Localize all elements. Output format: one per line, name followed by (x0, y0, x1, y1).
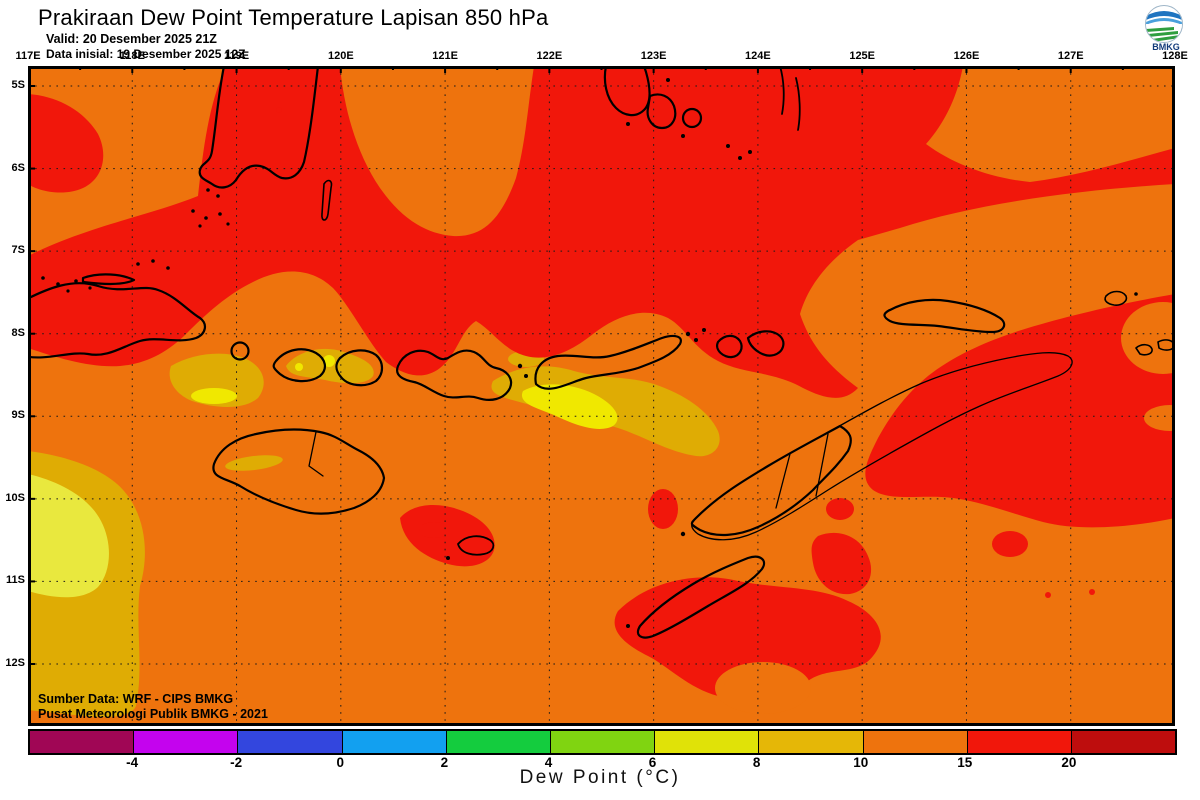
colorbar-segment (655, 731, 760, 753)
map-border (28, 66, 1175, 726)
page-title: Prakiraan Dew Point Temperature Lapisan … (38, 5, 549, 30)
lon-label: 119E (223, 50, 250, 62)
lat-label: 5S (11, 79, 25, 91)
colorbar-tick: 8 (752, 755, 761, 770)
colorbar-segment (134, 731, 239, 753)
colorbar-segment (550, 731, 656, 753)
colorbar-tick: 15 (957, 755, 973, 770)
valid-time-label: Valid: 20 Desember 2025 21Z (46, 32, 217, 46)
credit-line-1: Sumber Data: WRF - CIPS BMKG (38, 692, 234, 706)
lon-label: 121E (432, 50, 458, 62)
colorbar-tick: 20 (1061, 755, 1077, 770)
colorbar-segment (238, 731, 343, 753)
data-source-credits: Sumber Data: WRF - CIPS BMKG Pusat Meteo… (38, 692, 268, 722)
colorbar-tick: 2 (440, 755, 449, 770)
colorbar-segment (342, 731, 447, 753)
colorbar-tick: 4 (544, 755, 553, 770)
red-band-north (28, 66, 1175, 398)
colorbar-segment (1071, 731, 1176, 753)
dewpoint-map-canvas (28, 66, 1175, 726)
lon-label: 125E (849, 50, 876, 62)
colorbar-title: Dew Point (°C) (519, 767, 681, 788)
credit-line-2: Pusat Meteorologi Publik BMKG - 2021 (38, 707, 268, 721)
colorbar-tick: 0 (336, 755, 345, 770)
colorbar-segment (446, 731, 551, 753)
lat-label: 11S (6, 574, 25, 587)
red-blob-west-edge (28, 94, 104, 193)
dewpoint-colorbar (28, 729, 1177, 755)
colorbar-tick: 6 (648, 755, 657, 770)
red-blob-bottom-middle (614, 577, 881, 701)
bmkg-logo-label: BMKG (1152, 42, 1180, 52)
bmkg-logo-icon (1145, 5, 1183, 43)
lon-label: 117E (15, 50, 41, 62)
lat-label: 7S (11, 244, 25, 257)
lat-label: 9S (11, 409, 25, 422)
colorbar-tick: -4 (126, 755, 139, 770)
red-mass-southeast (865, 294, 1175, 528)
colorbar-segment (759, 731, 864, 753)
colorbar-tick: 10 (853, 755, 869, 770)
lon-label: 128E (1162, 50, 1188, 62)
red-blob-sawu (400, 505, 495, 567)
lon-label: 127E (1057, 50, 1084, 62)
colorbar-segment (30, 731, 135, 753)
islet-dots (41, 78, 1138, 628)
lat-label: 10S (5, 491, 25, 504)
lon-label: 122E (536, 50, 563, 62)
lon-label: 126E (953, 50, 980, 62)
lat-label: 6S (11, 161, 25, 174)
lon-label: 124E (745, 50, 771, 62)
coastline-layer (28, 66, 1175, 639)
colorbar-segment (863, 731, 968, 753)
init-time-label: Data inisial: 19 Desember 2025 12Z (46, 47, 246, 61)
lat-label: 12S (5, 656, 25, 669)
red-region-layer (28, 66, 1175, 714)
colorbar-tick: -2 (230, 755, 243, 770)
lon-label: 118E (119, 50, 145, 62)
lon-label: 123E (640, 50, 667, 62)
colorbar-segment (967, 731, 1072, 753)
lon-label: 120E (327, 50, 354, 62)
bmkg-logo: BMKG (1144, 4, 1188, 52)
lat-label: 8S (11, 326, 25, 339)
